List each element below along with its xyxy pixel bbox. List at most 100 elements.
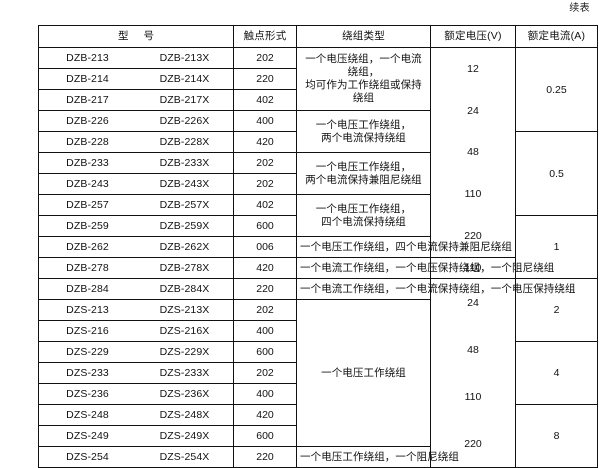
cell-rated-voltage: 12 24 48 110 220 [430,47,516,258]
cell-contact-form: 202 [233,362,297,384]
model-number-variant: DZS-233X [159,366,210,379]
rated-voltage-value: 48 [467,146,479,159]
model-number-primary: DZB-233 [66,156,109,169]
table-row: DZB-278 DZB-278X 420 一个电流工作绕组，一个电压保持绕组，一个阻尼… [38,257,598,279]
model-number-variant: DZS-248X [159,408,210,421]
cell-rated-voltage: 110 [430,257,516,279]
model-number-variant: DZB-259X [159,219,210,232]
model-number-variant: DZS-216X [159,324,210,337]
model-number-primary: DZS-216 [66,324,109,337]
column-header-model: 型 号 [38,25,234,48]
cell-contact-form: 420 [233,257,297,279]
winding-type-line: 一个电压工作绕组， [315,160,412,173]
winding-type-line: 一个电流工作绕组，一个电流保持绕组，一个电压保持绕组 [300,282,576,295]
rated-voltage-value: 220 [464,437,482,450]
table-row: DZS-216 DZS-216X 400 [38,320,598,342]
model-number-primary: DZS-249 [66,429,109,442]
model-number-variant: DZB-217X [159,93,210,106]
table-header-row: 型 号 触点形式 绕组类型 额定电压(V) 额定电流(A) [38,25,598,48]
winding-type-line: 一个电压工作绕组，四个电流保持兼阻尼绕组 [300,240,512,253]
cell-model: DZB-262 DZB-262X [38,236,234,258]
model-number-variant: DZB-257X [159,198,210,211]
cell-contact-form: 400 [233,383,297,405]
winding-type-line: 四个电流保持绕组 [321,215,406,228]
cell-rated-current: 8 [515,404,598,468]
cell-contact-form: 600 [233,425,297,447]
winding-type-line: 一个电流工作绕组，一个电压保持绕组，一个阻尼绕组 [300,261,555,274]
table-row: DZB-284 DZB-284X 220 一个电流工作绕组，一个电流保持绕组，一个电压… [38,278,598,468]
model-number-primary: DZB-284 [66,282,109,295]
cell-winding-type: 一个电压工作绕组， 四个电流保持绕组 [296,194,431,237]
cell-contact-form: 220 [233,68,297,90]
cell-contact-form: 006 [233,236,297,258]
model-number-variant: DZB-228X [159,135,210,148]
page-root: 续表 型 号 触点形式 绕组类型 额定电压(V) 额定电流(A) DZB-213… [38,3,598,468]
model-number-primary: DZB-226 [66,114,109,127]
cell-rated-current: 0.5 [515,131,598,216]
cell-rated-current: 2 [515,278,598,342]
model-number-variant: DZS-213X [159,303,210,316]
cell-contact-form: 600 [233,215,297,237]
cell-winding-type: 一个电压工作绕组， 两个电流保持兼阻尼绕组 [296,152,431,195]
rated-current-value: 1 [553,241,560,253]
cell-model: DZB-213 DZB-213X [38,47,234,69]
cell-model: DZS-248 DZS-248X [38,404,234,426]
column-header-rated-current: 额定电流(A) [515,25,598,48]
cell-winding-type: 一个电压工作绕组，一个阻尼绕组 [296,446,459,468]
rated-current-value: 8 [553,430,560,442]
cell-contact-form: 202 [233,152,297,174]
cell-model: DZS-249 DZS-249X [38,425,234,447]
winding-type-line: 一个电压工作绕组， [315,118,412,131]
table-row: DZB-228 DZB-228X 420 0.5 [38,131,598,216]
model-number-primary: DZB-213 [66,51,109,64]
cell-winding-type: 一个电压工作绕组 [296,299,431,447]
model-number-primary: DZB-214 [66,72,109,85]
rated-voltage-value: 24 [467,104,479,117]
rated-voltage-value: 110 [464,390,482,403]
model-number-primary: DZS-229 [66,345,109,358]
cell-winding-type: 一个电压工作绕组， 两个电流保持绕组 [296,110,431,153]
cell-model: DZS-213 DZS-213X [38,299,234,321]
winding-type-line: 一个电压绕组，一个电流绕组， [305,53,422,78]
cell-winding-type: 一个电压绕组，一个电流绕组， 均可作为工作绕组或保持绕组 [296,47,431,111]
model-number-variant: DZB-214X [159,72,210,85]
rated-voltage-value: 12 [467,62,479,75]
cell-contact-form: 202 [233,299,297,321]
rated-current-value: 2 [553,304,560,316]
cell-contact-form: 420 [233,131,297,153]
cell-contact-form: 400 [233,110,297,132]
cell-rated-current: 0.25 [515,47,598,132]
model-number-variant: DZB-284X [159,282,210,295]
cell-model: DZB-259 DZB-259X [38,215,234,237]
cell-model: DZB-284 DZB-284X [38,278,234,300]
cell-model: DZS-216 DZS-216X [38,320,234,342]
cell-rated-voltage: 24 48 110 220 [430,278,516,468]
model-number-variant: DZB-226X [159,114,210,127]
model-number-primary: DZB-228 [66,135,109,148]
model-number-variant: DZB-243X [159,177,210,190]
model-number-primary: DZB-259 [66,219,109,232]
model-number-variant: DZS-254X [159,450,210,463]
cell-model: DZB-278 DZB-278X [38,257,234,279]
rated-voltage-value: 220 [464,230,482,243]
column-header-winding-type: 绕组类型 [296,25,431,48]
rated-voltage-value: 24 [467,296,479,309]
cell-model: DZS-236 DZS-236X [38,383,234,405]
cell-contact-form: 202 [233,47,297,69]
rated-current-value: 4 [553,367,560,379]
model-number-variant: DZB-233X [159,156,210,169]
column-header-contact-form: 触点形式 [233,25,297,48]
model-number-primary: DZS-254 [66,450,109,463]
model-number-variant: DZB-213X [159,51,210,64]
continued-table-label: 续表 [569,3,590,14]
rated-current-value: 0.5 [549,167,564,180]
model-number-primary: DZB-243 [66,177,109,190]
column-header-rated-voltage: 额定电压(V) [430,25,516,48]
winding-type-line: 均可作为工作绕组或保持绕组 [305,79,422,104]
model-number-primary: DZB-257 [66,198,109,211]
column-header-model-label: 型 号 [118,30,160,42]
cell-winding-type: 一个电流工作绕组，一个电压保持绕组，一个阻尼绕组 [296,257,555,279]
cell-contact-form: 220 [233,278,297,300]
winding-type-line: 一个电压工作绕组， [315,202,412,215]
model-number-variant: DZS-229X [159,345,210,358]
